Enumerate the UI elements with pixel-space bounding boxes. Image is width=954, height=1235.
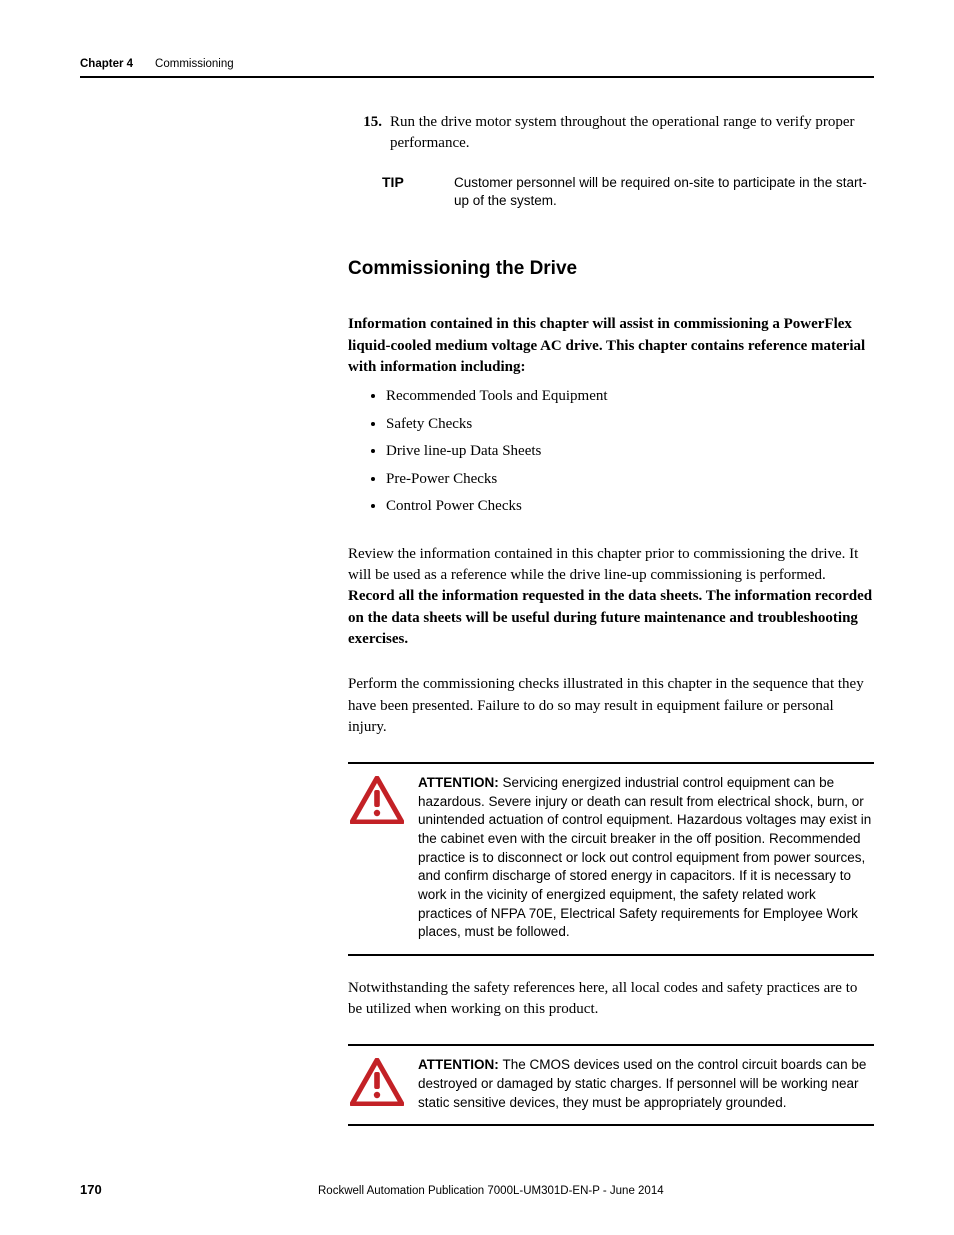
list-item: Drive line-up Data Sheets [386,439,874,465]
publication-id: Rockwell Automation Publication 7000L-UM… [318,1185,664,1197]
intro-paragraph: Information contained in this chapter wi… [348,314,874,378]
list-item: Recommended Tools and Equipment [386,384,874,410]
page-footer: 170 Rockwell Automation Publication 7000… [80,1182,874,1197]
running-header: Chapter 4 Commissioning [80,58,874,70]
review-paragraph: Review the information contained in this… [348,544,874,650]
attention-label: ATTENTION: [418,775,503,790]
review-text-b: Record all the information requested in … [348,588,872,647]
chapter-title: Commissioning [155,58,234,70]
step-number: 15. [348,112,382,133]
tip-label: TIP [382,174,442,190]
step-text: Run the drive motor system throughout th… [390,112,874,154]
tip-block: TIP Customer personnel will be required … [382,174,874,210]
materials-list: Recommended Tools and Equipment Safety C… [370,384,874,520]
attention-label: ATTENTION: [418,1057,503,1072]
review-text-a: Review the information contained in this… [348,546,858,583]
list-item: Pre-Power Checks [386,467,874,493]
warning-icon [350,774,418,829]
perform-paragraph: Perform the commissioning checks illustr… [348,674,874,738]
attention-2-text: ATTENTION: The CMOS devices used on the … [418,1056,872,1112]
notwithstanding-paragraph: Notwithstanding the safety references he… [348,978,874,1021]
attention-box-2: ATTENTION: The CMOS devices used on the … [348,1044,874,1126]
attention-body: Servicing energized industrial control e… [418,775,871,939]
content-column: 15. Run the drive motor system throughou… [348,112,874,1126]
header-rule [80,76,874,78]
list-item: Safety Checks [386,412,874,438]
section-title: Commissioning the Drive [348,258,874,280]
tip-text: Customer personnel will be required on-s… [454,174,874,210]
chapter-label: Chapter 4 [80,58,133,70]
page-number: 170 [80,1182,318,1197]
warning-icon [350,1056,418,1111]
attention-1-text: ATTENTION: Servicing energized industria… [418,774,872,942]
numbered-step: 15. Run the drive motor system throughou… [348,112,874,154]
attention-box-1: ATTENTION: Servicing energized industria… [348,762,874,956]
list-item: Control Power Checks [386,494,874,520]
